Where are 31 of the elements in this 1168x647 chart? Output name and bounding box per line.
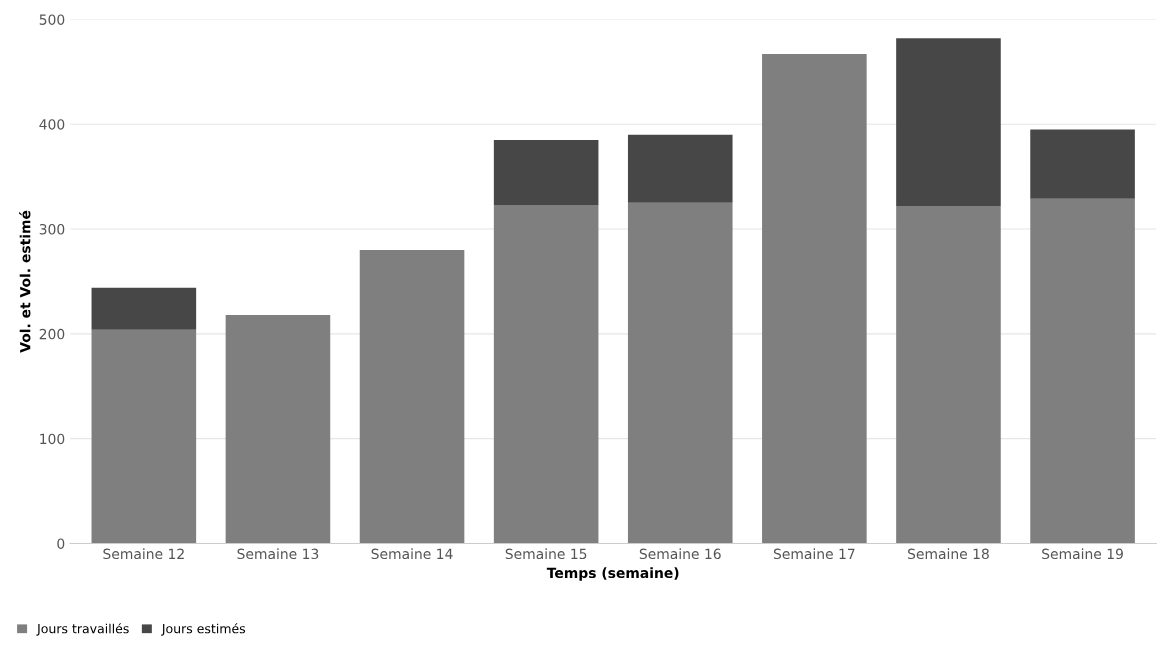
legend-label: Jours estimés <box>161 623 246 636</box>
x-tick-label: Semaine 17 <box>773 548 855 560</box>
bar <box>627 134 733 203</box>
bar <box>627 202 733 544</box>
y-tick-label: 200 <box>39 328 65 340</box>
y-axis-title: Vol. et Vol. estimé <box>19 210 31 353</box>
bar <box>1030 129 1135 199</box>
bar <box>225 314 331 544</box>
bar <box>493 139 599 205</box>
bar <box>1030 198 1135 544</box>
y-tick-label: 400 <box>39 119 65 130</box>
bar <box>493 204 599 544</box>
bar <box>762 54 867 544</box>
legend-label: Jours travaillés <box>36 623 129 636</box>
y-tick-label: 500 <box>39 14 65 25</box>
x-tick-label: Semaine 13 <box>237 548 319 560</box>
bar <box>896 38 1001 206</box>
bar <box>91 287 197 330</box>
x-axis-title: Temps (semaine) <box>546 567 679 581</box>
x-tick-label: Semaine 14 <box>371 548 453 560</box>
bar <box>359 250 465 544</box>
bar <box>91 329 197 544</box>
bar <box>896 205 1001 544</box>
x-tick-label: Semaine 19 <box>1042 548 1123 560</box>
x-tick-label: Semaine 18 <box>908 548 989 560</box>
y-tick-label: 300 <box>39 224 65 235</box>
y-tick-label: 100 <box>40 433 65 445</box>
x-tick-label: Semaine 12 <box>103 548 184 560</box>
x-tick-label: Semaine 16 <box>639 548 721 560</box>
x-tick-label: Semaine 15 <box>505 548 587 560</box>
y-tick-label: 0 <box>57 538 65 549</box>
